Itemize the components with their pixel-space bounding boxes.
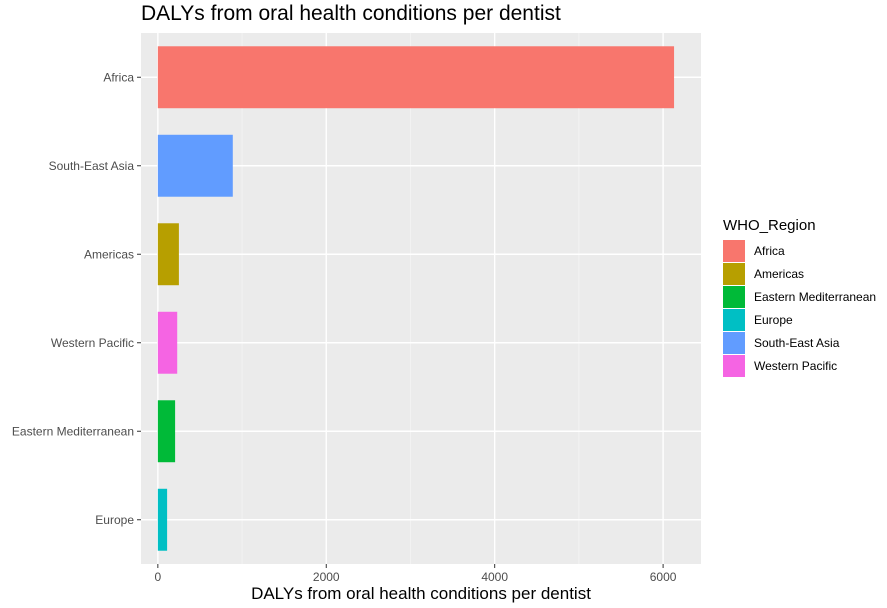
legend-swatch (723, 286, 745, 308)
legend-label: Americas (754, 267, 804, 281)
x-tick-label: 2000 (313, 570, 340, 584)
legend: WHO_Region Africa Americas Eastern Mediter… (723, 217, 876, 377)
y-tick-label: Africa (103, 70, 134, 84)
y-tick-label: South-East Asia (49, 159, 135, 173)
legend-swatch (723, 309, 745, 331)
bar-western-pacific (157, 311, 178, 374)
y-axis: Africa South-East Asia Americas Western Pac… (12, 70, 141, 527)
y-tick-label: Western Pacific (51, 336, 134, 350)
legend-swatch (723, 355, 745, 377)
bar-europe (157, 488, 168, 551)
bar-eastern-mediterranean (157, 400, 176, 463)
chart-title: DALYs from oral health conditions per de… (141, 2, 561, 25)
legend-label: Africa (754, 244, 785, 258)
bar-americas (157, 223, 179, 286)
legend-swatch (723, 263, 745, 285)
legend-label: Western Pacific (754, 359, 837, 373)
grid-lines (141, 33, 701, 564)
x-tick-label: 0 (154, 570, 161, 584)
legend-label: South-East Asia (754, 336, 840, 350)
legend-label: Eastern Mediterranean (754, 290, 876, 304)
bars (157, 46, 675, 551)
legend-title: WHO_Region (723, 217, 816, 234)
x-tick-label: 4000 (481, 570, 508, 584)
x-tick-label: 6000 (650, 570, 677, 584)
y-tick-label: Americas (84, 247, 134, 261)
y-tick-label: Europe (95, 513, 134, 527)
legend-swatch (723, 240, 745, 262)
plot-panel (141, 33, 701, 564)
bar-south-east-asia (157, 134, 233, 197)
x-axis: 0 2000 4000 6000 (154, 564, 677, 584)
bar-africa (157, 46, 675, 109)
x-axis-title: DALYs from oral health conditions per de… (251, 584, 591, 603)
legend-label: Europe (754, 313, 793, 327)
y-tick-label: Eastern Mediterranean (12, 424, 134, 438)
legend-swatch (723, 332, 745, 354)
